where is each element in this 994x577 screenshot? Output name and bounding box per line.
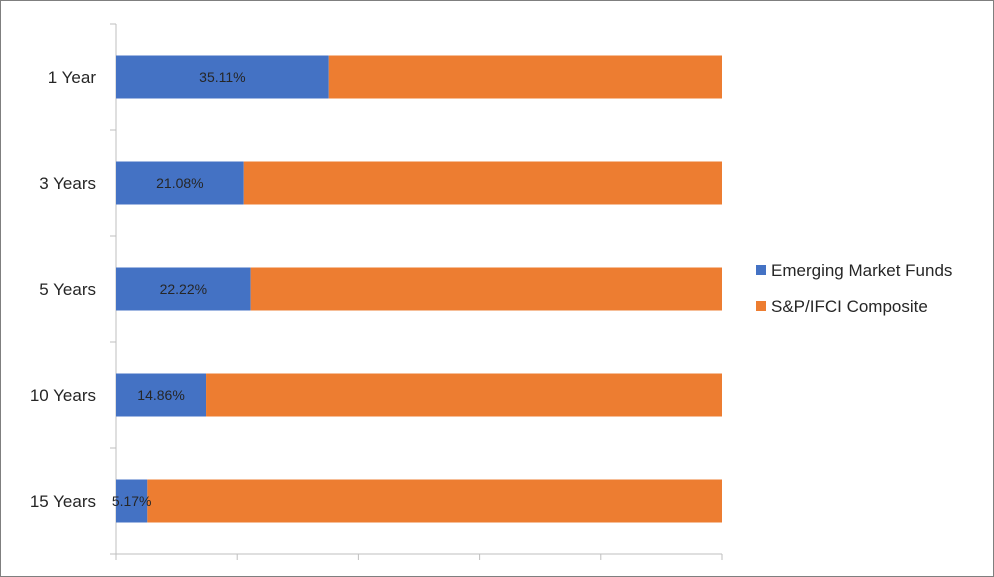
bar-sp-ifci-composite: [328, 55, 722, 99]
legend-swatch-sp-ifci-composite: [756, 301, 766, 311]
legend-label: S&P/IFCI Composite: [771, 297, 928, 316]
bar-emerging-market-funds: [116, 267, 251, 311]
category-label: 15 Years: [30, 492, 96, 511]
data-label: 22.22%: [160, 281, 207, 297]
bar-emerging-market-funds: [116, 161, 244, 205]
category-label: 5 Years: [39, 280, 96, 299]
category-labels: 1 Year 3 Years 5 Years 10 Years 15 Years: [30, 68, 97, 511]
bar-emerging-market-funds: [116, 479, 148, 523]
data-label: 5.17%: [112, 493, 152, 509]
bar-emerging-market-funds: [116, 373, 207, 417]
category-label: 3 Years: [39, 174, 96, 193]
bar-sp-ifci-composite: [147, 479, 722, 523]
data-label: 21.08%: [156, 175, 203, 191]
data-label: 35.11%: [199, 69, 245, 85]
bar-emerging-market-funds: [116, 55, 329, 99]
legend: Emerging Market Funds S&P/IFCI Composite: [756, 261, 952, 316]
legend-label: Emerging Market Funds: [771, 261, 952, 280]
data-label: 14.86%: [137, 387, 184, 403]
bar-sp-ifci-composite: [250, 267, 722, 311]
bar-sp-ifci-composite: [243, 161, 722, 205]
data-labels: 35.11% 21.08% 22.22% 14.86% 5.17%: [112, 69, 246, 509]
category-label: 10 Years: [30, 386, 96, 405]
category-label: 1 Year: [48, 68, 97, 87]
bar-sp-ifci-composite: [206, 373, 722, 417]
bars: [116, 55, 722, 523]
legend-swatch-emerging-market-funds: [756, 265, 766, 275]
